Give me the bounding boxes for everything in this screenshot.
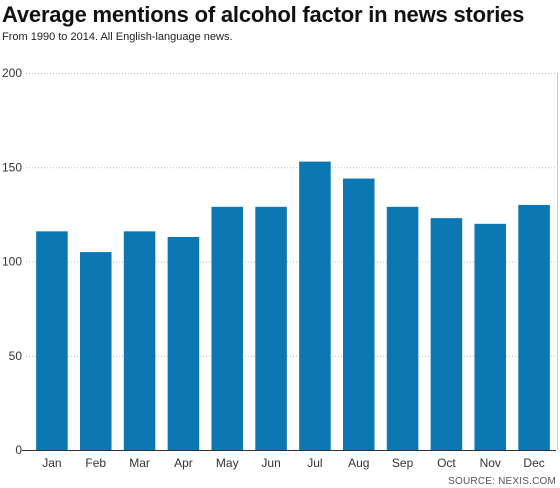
bar-jul bbox=[299, 161, 331, 450]
x-tick-label: Aug bbox=[348, 456, 369, 470]
y-tick-label: 100 bbox=[2, 255, 22, 269]
bar-apr bbox=[167, 236, 200, 450]
grid-lines bbox=[26, 73, 556, 357]
bar-jun bbox=[255, 206, 287, 450]
bar-mar bbox=[123, 231, 156, 450]
x-tick-label: Sep bbox=[392, 456, 414, 470]
bar-oct bbox=[430, 218, 463, 450]
chart-subtitle: From 1990 to 2014. All English-language … bbox=[2, 31, 233, 43]
bar-jan bbox=[36, 231, 68, 450]
x-tick-label: Apr bbox=[174, 456, 193, 470]
x-tick-label: Dec bbox=[523, 456, 544, 470]
x-tick-label: Oct bbox=[437, 456, 456, 470]
x-tick-label: Mar bbox=[129, 456, 150, 470]
source-label: SOURCE: NEXIS.COM bbox=[448, 476, 556, 487]
y-tick-labels: 0 50 100 150 200 bbox=[2, 66, 22, 457]
bar-dec bbox=[518, 204, 550, 450]
bars bbox=[36, 161, 550, 450]
bar-aug bbox=[342, 178, 375, 450]
y-tick-label: 150 bbox=[2, 160, 22, 174]
x-tick-label: Jul bbox=[307, 456, 322, 470]
bar-feb bbox=[79, 252, 112, 450]
x-tick-labels: Jan Feb Mar Apr May Jun Jul Aug Sep Oct Nov Dec bbox=[42, 456, 545, 470]
y-tick-label: 0 bbox=[15, 443, 22, 457]
bar-nov bbox=[474, 223, 507, 450]
x-tick-label: Jun bbox=[261, 456, 280, 470]
chart-title: Average mentions of alcohol factor in ne… bbox=[2, 2, 525, 27]
y-tick-label: 50 bbox=[9, 349, 23, 363]
x-tick-label: Jan bbox=[42, 456, 61, 470]
x-tick-label: Nov bbox=[480, 456, 501, 470]
y-tick-label: 200 bbox=[2, 66, 22, 80]
bar-may bbox=[211, 206, 244, 450]
x-tick-label: Feb bbox=[85, 456, 106, 470]
x-tick-label: May bbox=[216, 456, 239, 470]
bar-sep bbox=[386, 206, 419, 450]
